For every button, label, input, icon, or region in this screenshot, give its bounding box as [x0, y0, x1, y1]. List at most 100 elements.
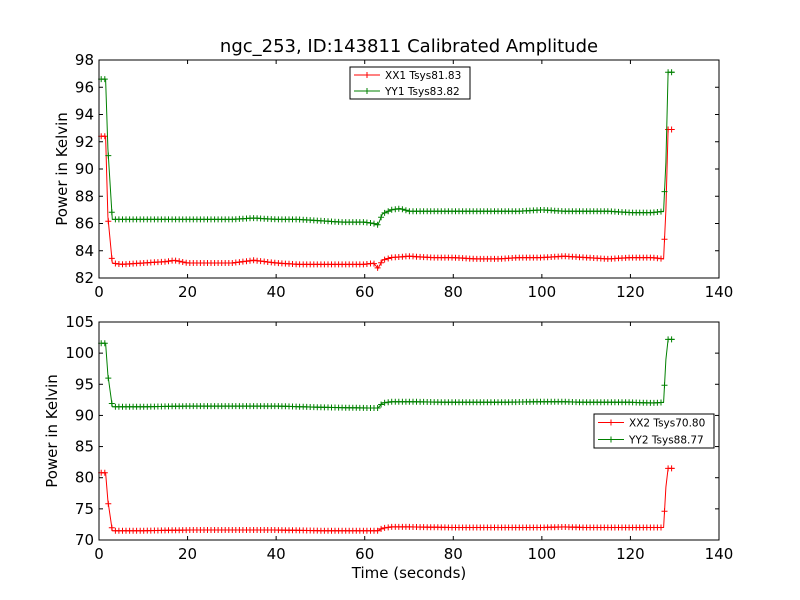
plot-bottom: 0 20 40 60 80 100 120 140 70 75 80 85 90 95 100 105 Powe… — [43, 313, 733, 563]
x-tick-label: 60 — [355, 545, 374, 563]
y-tick-label: 88 — [75, 187, 94, 205]
legend-box — [593, 413, 715, 449]
series-1 — [98, 465, 675, 534]
y-tick-label: 96 — [75, 78, 94, 96]
y-tick-label: 90 — [75, 160, 94, 178]
chart-title: ngc_253, ID:143811 Calibrated Amplitude — [220, 36, 598, 57]
series-1 — [98, 126, 675, 271]
data-point — [108, 209, 115, 216]
x-tick-label: 20 — [178, 545, 197, 563]
data-point — [101, 133, 108, 140]
data-point — [108, 524, 115, 531]
plot-top: 0 20 40 60 80 100 120 140 82 84 86 88 90 92 94 96 98 Powe… — [53, 51, 733, 301]
data-point — [374, 221, 381, 228]
y-tick-label: 94 — [75, 106, 94, 124]
data-point — [165, 258, 172, 265]
data-point — [385, 255, 392, 262]
data-point — [374, 264, 381, 271]
x-tick-label: 0 — [94, 283, 104, 301]
legend-marker — [608, 436, 614, 443]
x-tick-label: 80 — [444, 283, 463, 301]
legend-label: YY2 Tsys88.77 — [628, 435, 704, 447]
data-point — [101, 340, 108, 347]
y-tick-label: 82 — [75, 269, 94, 287]
y-tick-label: 90 — [75, 406, 94, 424]
legend-marker — [364, 72, 370, 78]
data-point — [378, 259, 385, 266]
series-2 — [98, 336, 675, 411]
legend: XX1 Tsys81.83 YY1 Tsys83.82 — [349, 66, 471, 100]
data-point — [378, 525, 385, 532]
legend-marker — [364, 88, 370, 94]
legend-label: XX1 Tsys81.83 — [385, 70, 461, 82]
legend: XX2 Tsys70.80 YY2 Tsys88.77 — [593, 413, 715, 449]
data-point — [179, 259, 186, 265]
data-point — [661, 236, 668, 243]
y-axis-label: Power in Kelvin — [43, 374, 61, 488]
legend-label: YY1 Tsys83.82 — [384, 86, 460, 98]
y-tick-label: 75 — [75, 500, 94, 518]
y-tick-label: 85 — [75, 438, 94, 456]
plot-frame — [98, 321, 720, 541]
data-point — [371, 260, 377, 267]
data-point — [105, 500, 112, 507]
y-axis-label: Power in Kelvin — [53, 112, 71, 226]
x-tick-label: 140 — [705, 545, 734, 563]
data-point — [367, 220, 374, 226]
data-point — [658, 255, 664, 262]
x-tick-label: 140 — [705, 283, 734, 301]
x-tick-label: 60 — [355, 283, 374, 301]
data-point — [402, 207, 409, 214]
data-point — [378, 214, 385, 221]
data-point — [172, 257, 179, 264]
data-point — [101, 469, 108, 476]
data-point — [105, 152, 112, 159]
data-point — [385, 208, 392, 215]
data-point — [105, 218, 112, 225]
data-point — [108, 255, 115, 262]
data-point — [381, 256, 388, 263]
data-point — [392, 206, 399, 213]
data-point — [381, 209, 388, 216]
data-point — [101, 76, 108, 83]
y-tick-label: 95 — [75, 375, 94, 393]
x-tick-label: 120 — [616, 545, 645, 563]
legend-label: XX2 Tsys70.80 — [629, 418, 705, 430]
data-point — [374, 527, 381, 534]
data-point — [661, 508, 668, 515]
y-tick-label: 100 — [65, 344, 94, 362]
x-tick-label: 40 — [267, 283, 286, 301]
y-tick-label: 84 — [75, 242, 94, 260]
x-tick-label: 0 — [94, 545, 104, 563]
x-tick-label: 100 — [528, 545, 557, 563]
x-axis-label: Time (seconds) — [351, 564, 467, 582]
data-point — [668, 336, 675, 343]
legend-box — [349, 66, 471, 100]
y-tick-label: 70 — [75, 531, 94, 549]
series-2 — [98, 69, 675, 228]
data-point — [374, 405, 381, 411]
data-point — [668, 69, 675, 76]
data-point — [668, 465, 675, 472]
data-point — [371, 220, 377, 227]
data-point — [105, 375, 112, 382]
x-tick-label: 100 — [528, 283, 557, 301]
data-point — [176, 258, 183, 265]
data-point — [108, 400, 115, 407]
x-tick-label: 40 — [267, 545, 286, 563]
x-tick-label: 80 — [444, 545, 463, 563]
data-point — [658, 524, 664, 531]
data-point — [661, 188, 668, 195]
y-tick-label: 86 — [75, 215, 94, 233]
data-point — [658, 399, 664, 406]
y-tick-label: 92 — [75, 133, 94, 151]
legend-marker — [608, 419, 614, 426]
y-tick-label: 80 — [75, 469, 94, 487]
x-tick-label: 120 — [616, 283, 645, 301]
data-point — [668, 126, 675, 133]
y-tick-label: 98 — [75, 51, 94, 69]
data-point — [661, 382, 668, 389]
data-point — [658, 208, 664, 215]
data-point — [399, 206, 406, 213]
